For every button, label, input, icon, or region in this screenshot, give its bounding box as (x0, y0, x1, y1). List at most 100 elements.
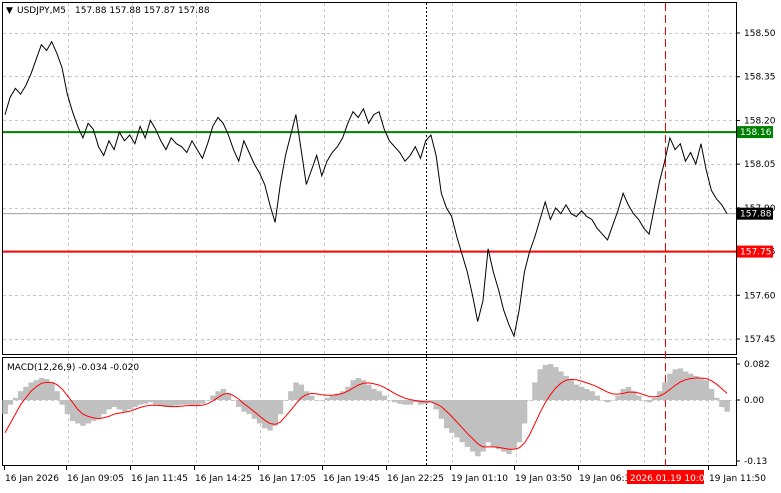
macd-bar (682, 371, 689, 400)
macd-bar (236, 400, 242, 407)
macd-bar (662, 382, 668, 400)
macd-histogram (2, 364, 730, 457)
macd-bar (75, 400, 81, 424)
macd-bar (563, 375, 569, 400)
macd-signal-line (4, 377, 728, 450)
current-price-value: 157.88 (740, 210, 772, 220)
macd-bar (724, 400, 730, 412)
macd-bar (329, 395, 336, 400)
time-tick-label: 16 Jan 14:25 (195, 474, 252, 484)
macd-bar (584, 389, 590, 400)
macd-bar (542, 364, 549, 400)
macd-bar (69, 400, 76, 422)
macd-bar (111, 400, 117, 407)
time-highlight-badge (627, 470, 704, 484)
macd-bar (256, 400, 263, 424)
price-tick-label: 158.05 (744, 160, 776, 170)
macd-bar (314, 400, 320, 401)
macd-bar (293, 382, 299, 400)
macd-bar (511, 400, 517, 450)
macd-bar (412, 400, 419, 403)
macd-bar (527, 400, 533, 401)
macd-bar (579, 386, 585, 400)
macd-bar (703, 380, 710, 400)
macd-bar (132, 400, 138, 407)
macd-bar (137, 400, 143, 405)
ohlc-label: 157.88 157.88 157.87 157.88 (75, 6, 210, 16)
macd-bar (194, 400, 201, 406)
time-tick-label: 19 Jan 06:3 (579, 474, 630, 484)
macd-bar (708, 389, 715, 400)
macd-bar (12, 397, 19, 400)
macd-bar (116, 400, 123, 410)
macd-bar (537, 369, 543, 400)
macd-bar (532, 382, 538, 400)
macd-bar (558, 371, 564, 400)
macd-bar (288, 391, 294, 400)
symbol-label: USDJPY,M5 (17, 6, 66, 16)
time-tick-label: 19 Jan 03:50 (515, 474, 572, 484)
macd-bar (121, 400, 128, 412)
macd-bar (625, 386, 632, 400)
macd-bar (85, 400, 91, 424)
macd-bar (101, 400, 107, 415)
macd-bar (506, 400, 512, 454)
macd-bar (64, 400, 71, 415)
macd-bar (667, 373, 673, 400)
macd-bar (417, 400, 424, 405)
macd-bar (210, 395, 216, 400)
macd-bar (49, 382, 55, 400)
macd-bar (376, 391, 382, 400)
macd-bar (262, 400, 268, 429)
macd-bar (688, 373, 694, 400)
price-tick-label: 158.35 (744, 73, 776, 83)
macd-bar (199, 400, 206, 404)
macd-bar (604, 400, 611, 403)
macd-bar (277, 400, 284, 415)
header-collapse-icon[interactable]: ▼ (6, 6, 13, 16)
macd-bar (184, 400, 190, 405)
macd-bar (189, 400, 195, 406)
macd-bar (2, 400, 8, 415)
macd-bar (485, 400, 491, 443)
macd-bar (501, 400, 507, 452)
macd-bar (158, 400, 164, 406)
macd-bar (251, 400, 258, 419)
macd-axis: 0.082 0.00 -0.13 (736, 360, 770, 467)
macd-bar (308, 395, 315, 400)
red-level-value: 157.75 (740, 248, 772, 258)
macd-bar (350, 380, 356, 400)
macd-bar (127, 400, 133, 410)
macd-tick-label: 0.082 (744, 360, 770, 370)
macd-bar (433, 400, 439, 410)
macd-bar (594, 395, 600, 400)
macd-bar (282, 400, 289, 401)
macd-bar (106, 400, 112, 410)
level-labels: 158.16 157.88 157.75 (737, 126, 773, 258)
green-level-badge (737, 126, 773, 139)
time-tick-label: 16 Jan 2026 (5, 474, 59, 484)
time-tick-label: 16 Jan 22:25 (387, 474, 444, 484)
macd-bar (636, 395, 642, 400)
macd-bar (573, 384, 580, 400)
macd-bar (168, 400, 175, 407)
macd-bar (33, 380, 40, 400)
macd-bar (620, 389, 626, 400)
price-axis: 158.50158.35158.20158.05157.90157.75157.… (736, 29, 776, 345)
macd-bar (443, 400, 450, 429)
green-level-value: 158.16 (740, 128, 772, 138)
macd-bar (516, 400, 523, 443)
macd-bar (693, 375, 699, 400)
macd-bar (324, 397, 330, 400)
macd-bar (407, 400, 414, 405)
price-tick-label: 157.60 (744, 291, 776, 301)
macd-bar (610, 400, 616, 401)
macd-bar (371, 389, 377, 400)
macd-bar (475, 400, 481, 457)
macd-bar (480, 400, 486, 452)
macd-bar (438, 400, 445, 419)
macd-bar (521, 400, 528, 424)
macd-pane-frame (2, 357, 737, 466)
